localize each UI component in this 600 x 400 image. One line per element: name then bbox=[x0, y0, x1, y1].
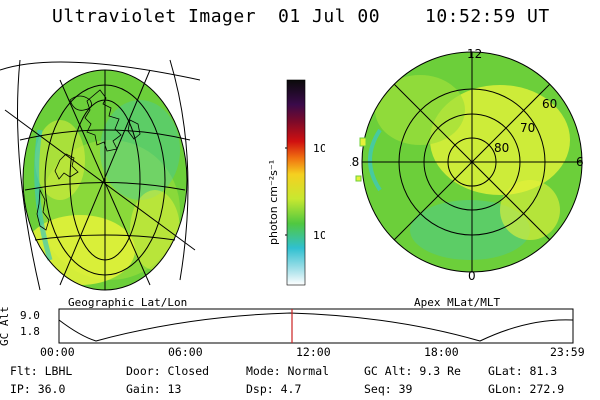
color-scale: 100 10 photon cm⁻²s⁻¹ bbox=[267, 79, 325, 286]
colorbar-label: photon cm⁻²s⁻¹ bbox=[267, 160, 280, 245]
info-glon: GLon: 272.9 bbox=[488, 382, 565, 396]
altitude-plot bbox=[58, 308, 574, 344]
mlt-0-label: 0 bbox=[468, 269, 476, 283]
page-title: Ultraviolet Imager bbox=[52, 6, 257, 27]
mlat-70-label: 70 bbox=[520, 121, 535, 135]
polar-caption: Apex MLat/MLT bbox=[414, 296, 501, 309]
info-gain: Gain: 13 bbox=[126, 382, 182, 396]
info-gc-alt: GC Alt: 9.3 Re bbox=[364, 364, 461, 378]
info-mode: Mode: Normal bbox=[246, 364, 330, 378]
coastline bbox=[36, 89, 141, 231]
info-ip: IP: 36.0 bbox=[10, 382, 66, 396]
colorbar-tick-100: 100 bbox=[313, 142, 325, 155]
time-label: 10:52:59 UT bbox=[425, 6, 550, 27]
mlat-80-label: 80 bbox=[494, 141, 509, 155]
date-label: 01 Jul 00 bbox=[278, 6, 381, 27]
altitude-curve bbox=[58, 312, 574, 342]
alt-ytick-1-8: 1.8 bbox=[20, 325, 40, 338]
mlt-18-label: 18 bbox=[350, 155, 359, 169]
xtick-1800: 18:00 bbox=[424, 345, 459, 359]
alt-ylabel: GC Alt bbox=[0, 306, 11, 346]
info-dsp: Dsp: 4.7 bbox=[246, 382, 302, 396]
info-seq: Seq: 39 bbox=[364, 382, 413, 396]
geo-caption: Geographic Lat/Lon bbox=[68, 296, 188, 309]
info-glat: GLat: 81.3 bbox=[488, 364, 558, 378]
colorbar-gradient bbox=[286, 79, 306, 286]
mlat-60-label: 60 bbox=[542, 97, 557, 111]
xtick-1200: 12:00 bbox=[296, 345, 331, 359]
colorbar-tick-10: 10 bbox=[313, 229, 325, 242]
polar-map: 60 70 80 12 18 6 0 bbox=[350, 47, 584, 283]
mlt-6-label: 6 bbox=[576, 155, 584, 169]
alt-ytick-9: 9.0 bbox=[20, 309, 40, 322]
geo-grid bbox=[0, 59, 200, 291]
info-door: Door: Closed bbox=[126, 364, 210, 378]
polar-grid bbox=[361, 51, 583, 273]
geographic-map bbox=[0, 59, 200, 291]
xtick-0600: 06:00 bbox=[168, 345, 203, 359]
info-flt: Flt: LBHL bbox=[10, 364, 73, 378]
xtick-0000: 00:00 bbox=[40, 345, 75, 359]
xtick-2359: 23:59 bbox=[550, 345, 585, 359]
mlt-12-label: 12 bbox=[467, 47, 482, 61]
